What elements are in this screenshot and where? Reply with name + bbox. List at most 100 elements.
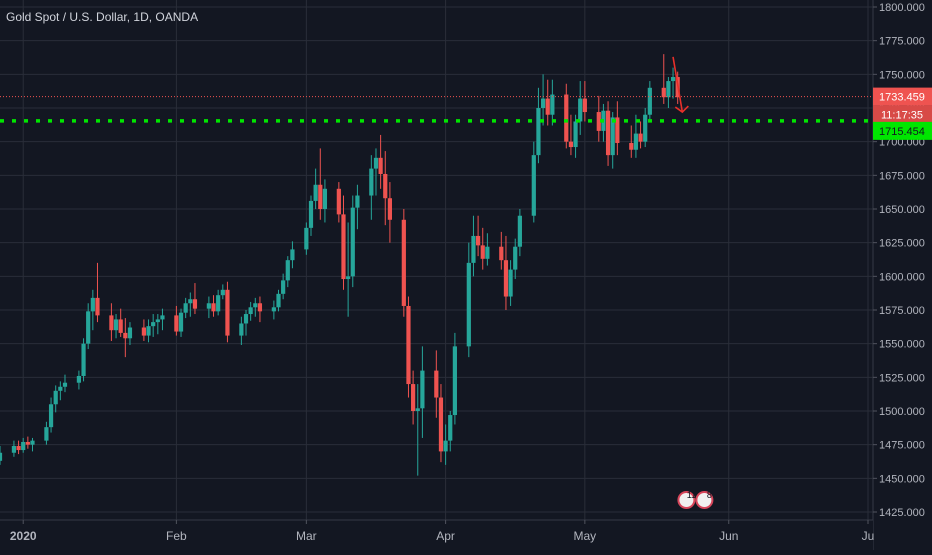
candle-up (346, 276, 351, 280)
candle-down (123, 332, 128, 339)
candle-up (466, 262, 471, 347)
candle-up (81, 343, 86, 376)
candle-down (95, 297, 100, 316)
time-tick-label: 2020 (10, 529, 37, 543)
price-tick-label: 1575.000 (879, 305, 925, 317)
candle-up (452, 346, 457, 416)
candle-down (503, 260, 509, 297)
candle-up (322, 188, 328, 209)
candle-up (0, 452, 3, 461)
candle-up (647, 87, 652, 115)
price-tick-label: 1550.000 (879, 339, 925, 351)
candle-down (336, 188, 341, 215)
event-badge-count: 11 (687, 490, 696, 500)
candle-up (550, 94, 555, 115)
candle-up (304, 227, 309, 250)
candle-up (610, 117, 615, 156)
candle-down (401, 219, 406, 306)
candle-down (661, 87, 666, 98)
candle-down (109, 315, 114, 331)
candle-up (220, 289, 225, 296)
candle-down (192, 299, 198, 309)
trend-arrow[interactable] (672, 56, 684, 113)
candle-down (318, 184, 323, 209)
candle-down (411, 384, 416, 411)
economic-event-flag-icon[interactable] (677, 491, 696, 509)
price-tick-label: 1650.000 (879, 204, 925, 216)
candle-up (178, 312, 184, 332)
candle-up (485, 246, 490, 259)
candle-up (243, 314, 249, 324)
candle-up (151, 322, 156, 327)
candle-down (387, 198, 393, 220)
time-tick-label: May (574, 529, 597, 543)
candle-up (540, 98, 546, 108)
candle-down (118, 319, 123, 333)
candle-up (313, 184, 318, 201)
candle-up (513, 246, 518, 270)
candle-up (90, 297, 95, 312)
candle-down (475, 235, 481, 246)
candle-up (471, 235, 476, 263)
candle-down (378, 157, 383, 174)
price-tick-label: 1500.000 (879, 406, 925, 418)
countdown-tag (873, 105, 932, 123)
price-tick-label: 1775.000 (879, 36, 925, 48)
candle-up (281, 280, 286, 294)
candle-up (86, 311, 91, 344)
candle-up (48, 404, 54, 428)
candle-up (285, 260, 290, 281)
candle-up (517, 215, 522, 247)
economic-event-flag-icon[interactable] (695, 491, 714, 509)
candle-up (290, 249, 295, 261)
candle-up (239, 323, 244, 336)
countdown-label: 11:17:35 (881, 110, 923, 122)
candle-down (480, 245, 485, 259)
candle-up (373, 157, 379, 169)
candle-up (573, 121, 578, 148)
time-tick-label: Mar (296, 529, 317, 543)
current-price-label: 1733.459 (879, 92, 925, 104)
candle-up (183, 303, 188, 313)
candle-up (350, 207, 355, 277)
candle-up (206, 303, 211, 309)
candle-up (415, 408, 420, 411)
price-tick-label: 1425.000 (879, 507, 925, 519)
event-badge-count: 8 (707, 490, 712, 500)
candle-down (174, 315, 179, 332)
candle-up (62, 382, 68, 387)
candle-down (341, 214, 346, 280)
candle-down (564, 94, 569, 142)
price-tick-label: 1675.000 (879, 170, 925, 182)
candle-down (141, 327, 146, 336)
price-tick-label: 1625.000 (879, 238, 925, 250)
candle-down (629, 143, 634, 150)
candle-up (127, 327, 133, 339)
candle-down (582, 98, 587, 113)
candle-up (160, 315, 165, 320)
price-tick-label: 1525.000 (879, 372, 925, 384)
candle-down (605, 110, 611, 156)
price-tick-label: 1450.000 (879, 473, 925, 485)
candle-down (638, 133, 643, 142)
chart-title: Gold Spot / U.S. Dollar, 1D, OANDA (6, 10, 199, 24)
candle-down (406, 305, 411, 385)
candle-down (211, 303, 216, 312)
candle-down (257, 303, 263, 312)
candle-up (53, 390, 58, 405)
support-price-tag (873, 121, 932, 140)
candle-up (369, 168, 374, 196)
candle-down (499, 246, 504, 261)
current-price-tag (873, 87, 932, 106)
candle-down (438, 397, 444, 452)
time-axis[interactable] (0, 520, 873, 550)
candle-up (508, 269, 513, 297)
time-tick-label: Apr (436, 529, 455, 543)
candle-down (434, 370, 439, 398)
candle-up (76, 375, 82, 383)
time-tick-label: Feb (166, 529, 187, 543)
candle-down (16, 446, 21, 451)
